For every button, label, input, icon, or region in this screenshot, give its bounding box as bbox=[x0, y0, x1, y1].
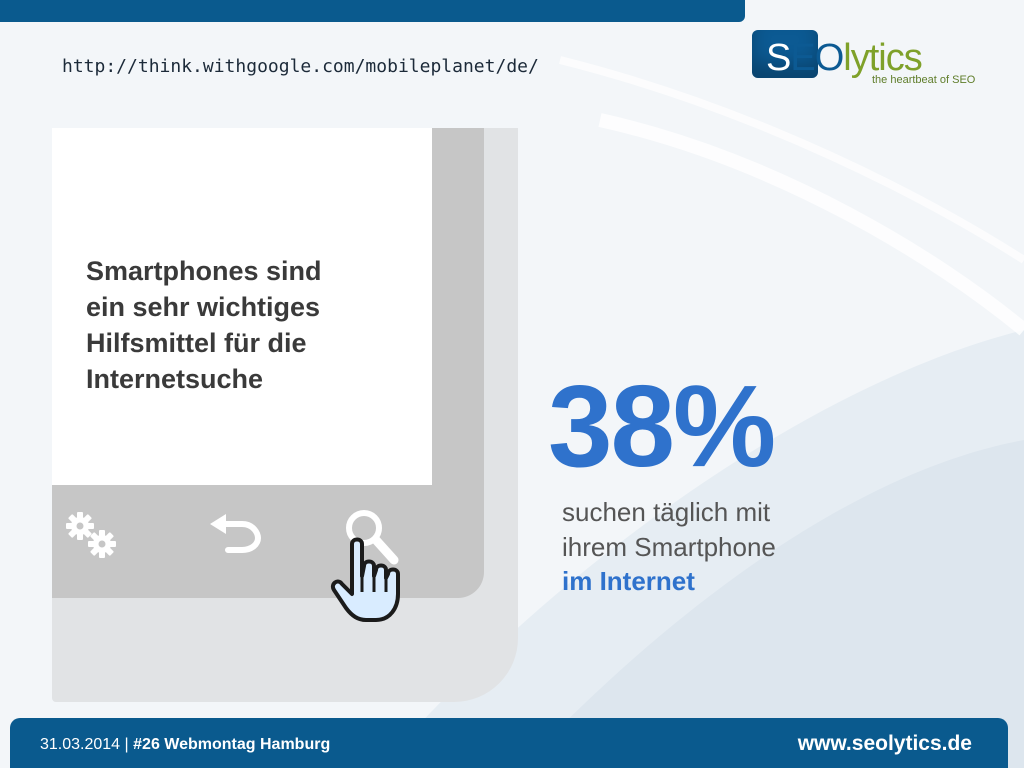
logo-tagline: the heartbeat of SEO bbox=[872, 74, 976, 86]
headline-line: Smartphones sind bbox=[86, 256, 322, 286]
source-url: http://think.withgoogle.com/mobileplanet… bbox=[62, 56, 539, 77]
pointing-hand-icon bbox=[331, 537, 400, 622]
top-bar bbox=[0, 0, 745, 22]
stat-line-1: suchen täglich mit bbox=[562, 497, 771, 527]
stat-line-3: im Internet bbox=[562, 566, 695, 596]
footer-date: 31.03.2014 bbox=[40, 736, 121, 753]
footer-separator: | bbox=[124, 736, 129, 753]
footer-event: #26 Webmontag Hamburg bbox=[133, 736, 331, 753]
headline-line: Hilfsmittel für die bbox=[86, 328, 307, 358]
headline-line: ein sehr wichtiges bbox=[86, 292, 321, 322]
footer-website: www.seolytics.de bbox=[797, 732, 972, 755]
logo-box bbox=[752, 30, 818, 78]
footer-info: 31.03.2014 | #26 Webmontag Hamburg bbox=[40, 736, 330, 754]
logo-wordmark: SEOlytics bbox=[766, 37, 923, 79]
phone-headline: Smartphones sind ein sehr wichtiges Hilf… bbox=[86, 253, 416, 397]
headline-line: Internetsuche bbox=[86, 364, 264, 394]
back-arrow-icon bbox=[210, 514, 262, 553]
search-magnifier-icon bbox=[346, 510, 399, 565]
footer-bar: 31.03.2014 | #26 Webmontag Hamburg www.s… bbox=[10, 718, 1008, 768]
stat-percentage: 38% bbox=[548, 361, 776, 491]
seolytics-logo: SEOlytics the heartbeat of SEO bbox=[752, 30, 992, 90]
stat-line-2: ihrem Smartphone bbox=[562, 532, 776, 562]
phone-screen bbox=[52, 128, 432, 485]
settings-gears-icon bbox=[66, 512, 116, 558]
